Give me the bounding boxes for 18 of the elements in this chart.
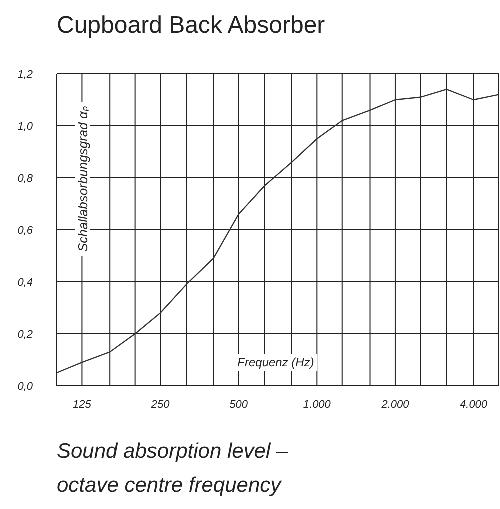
line-series [57,89,499,374]
x-tick-label: 125 [73,398,92,411]
y-tick-label: 0,4 [18,276,33,289]
x-tick-label: 500 [230,398,249,411]
y-tick-label: 0,6 [18,224,34,237]
x-tick-label: 250 [150,398,171,411]
x-tick-label: 2.000 [380,398,410,411]
x-tick-label: 1.000 [303,398,332,411]
y-tick-label: 0,2 [18,328,33,341]
chart-title: Cupboard Back Absorber [57,11,326,40]
y-axis-title: Schallabsorbungsgrad αₚ [76,102,90,256]
x-axis-title: Frequenz (Hz) [234,354,318,372]
x-tick-label: 4.000 [460,398,488,411]
text: Sound absorption level – octave centre frequency [57,439,290,499]
y-tick-label: 0,8 [18,172,34,185]
y-tick-label: 1,0 [18,120,34,133]
y-tick-label: 1,2 [18,68,33,81]
y-tick-label: 0,0 [18,380,34,393]
